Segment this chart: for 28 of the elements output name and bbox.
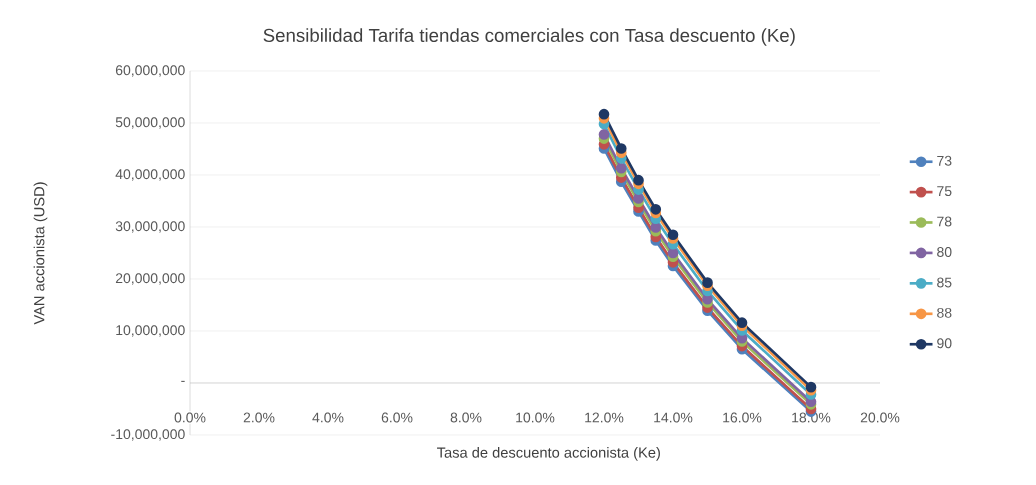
y-tick-label: 40,000,000 xyxy=(115,169,185,181)
x-tick-label: 20.0% xyxy=(860,412,900,423)
legend-label: 78 xyxy=(937,216,952,227)
x-tick-label: 12.0% xyxy=(585,412,624,423)
x-tick-label: 8.0% xyxy=(450,412,482,423)
y-tick-label: -10,000,000 xyxy=(111,429,185,441)
legend-label: 73 xyxy=(937,155,952,166)
x-axis-title: Tasa de descuento accionista (Ke) xyxy=(437,446,660,461)
x-tick-label: 0.0% xyxy=(174,412,206,423)
y-tick-label: 30,000,000 xyxy=(115,221,185,233)
legend-label: 85 xyxy=(937,277,952,288)
legend-label: 88 xyxy=(937,307,952,318)
x-tick-label: 10.0% xyxy=(516,412,555,423)
chart-title: Sensibilidad Tarifa tiendas comerciales con Tasa descuento (Ke) xyxy=(263,28,795,46)
y-tick-label: 10,000,000 xyxy=(116,325,185,337)
x-tick-label: 6.0% xyxy=(381,412,413,423)
legend-label: 80 xyxy=(937,247,952,257)
x-tick-label: 14.0% xyxy=(654,412,693,423)
y-tick-label: - xyxy=(181,380,185,382)
y-axis-title: VAN accionista (USD) xyxy=(33,182,48,325)
legend-label: 75 xyxy=(937,186,952,197)
y-tick-label: 50,000,000 xyxy=(115,117,185,129)
x-tick-label: 16.0% xyxy=(723,412,762,423)
y-tick-label: 60,000,000 xyxy=(115,65,185,77)
x-tick-label: 4.0% xyxy=(312,412,344,423)
x-tick-label: 2.0% xyxy=(243,412,275,423)
legend-label: 90 xyxy=(937,338,952,349)
y-tick-label: 20,000,000 xyxy=(115,273,185,285)
